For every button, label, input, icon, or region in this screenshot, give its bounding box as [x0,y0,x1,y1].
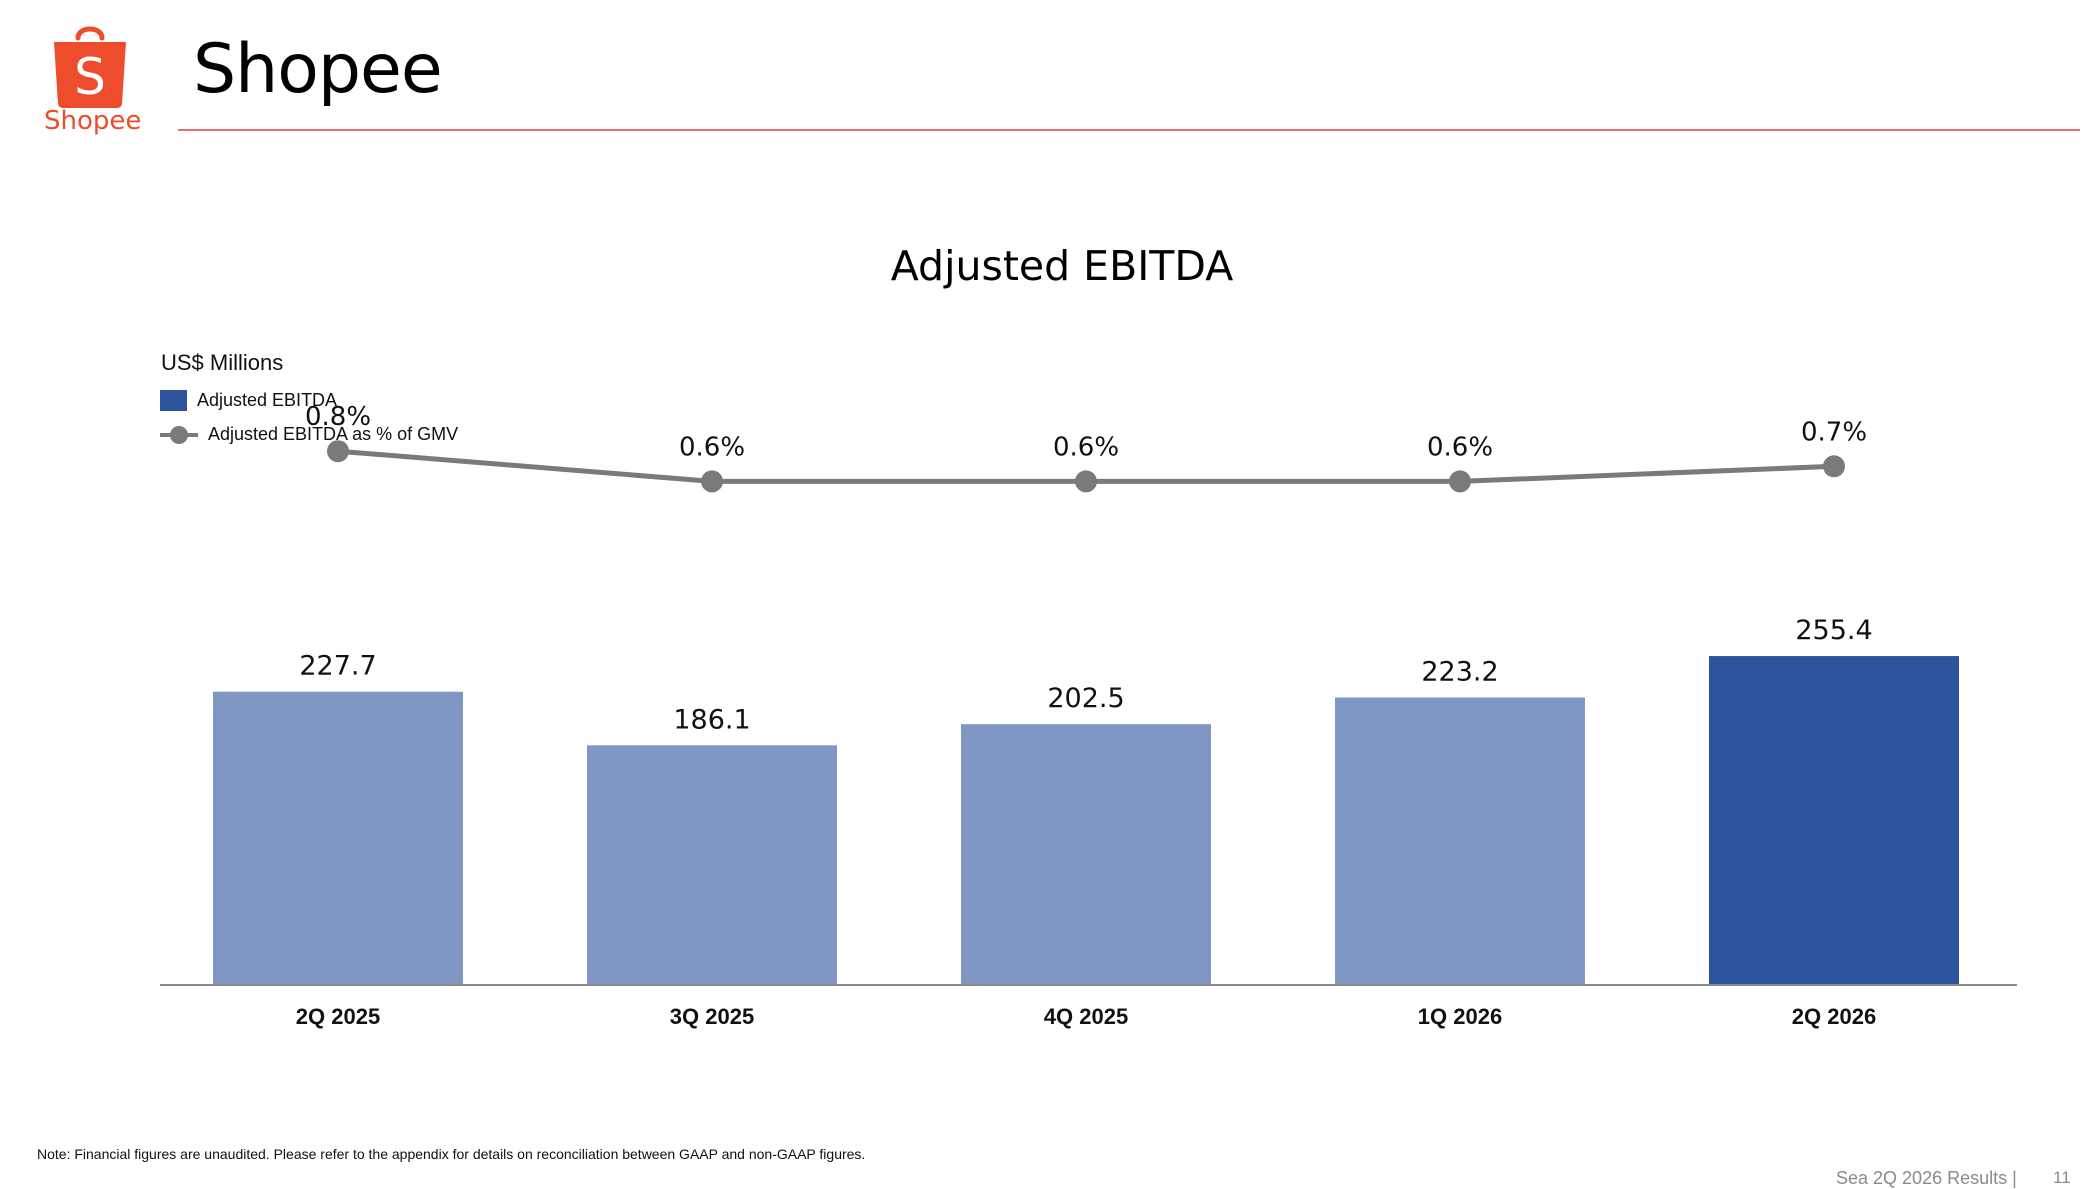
x-tick-label-4: 2Q 2026 [1792,1004,1876,1029]
footer-label: Sea 2Q 2026 Results | [1836,1168,2017,1188]
pct-label-0: 0.8% [305,402,371,432]
bar-value-label-2: 202.5 [1047,683,1124,714]
bar-value-label-0: 227.7 [299,651,376,682]
x-tick-label-1: 3Q 2025 [670,1004,754,1029]
pct-point-1 [701,470,723,493]
legend-bar-swatch [160,390,187,411]
pct-label-3: 0.6% [1427,432,1493,462]
x-tick-label-2: 4Q 2025 [1044,1004,1128,1029]
shopping-bag-icon: S [54,26,126,108]
legend-line-swatch [160,425,198,444]
logo-wordmark: Shopee [44,106,142,136]
x-tick-label-0: 2Q 2025 [296,1004,380,1029]
legend-item-bar: Adjusted EBITDA [160,390,337,411]
bar-0 [213,691,463,985]
pct-point-2 [1075,470,1097,493]
chart-area: 227.7 2Q 2025 186.1 3Q 2025 202.5 4Q 2025 223.… [160,402,2017,1029]
legend-item-line: Adjusted EBITDA as % of GMV [160,424,458,445]
footnote: Note: Financial figures are unaudited. P… [37,1146,866,1162]
chart-title: Adjusted EBITDA [890,242,1234,290]
shopee-logo: S Shopee [44,20,142,138]
legend-line-label: Adjusted EBITDA as % of GMV [208,424,459,444]
bar-1 [587,745,837,985]
pct-label-4: 0.7% [1801,417,1867,447]
bar-3 [1335,697,1585,985]
unit-label: US$ Millions [161,350,284,375]
x-tick-label-3: 1Q 2026 [1418,1004,1502,1029]
bar-4 [1709,656,1959,985]
page-number: 11 [2053,1168,2071,1187]
pct-point-3 [1449,470,1471,493]
logo-letter: S [74,48,106,106]
pct-point-0 [327,440,349,463]
pct-label-2: 0.6% [1053,432,1119,462]
bar-value-label-1: 186.1 [673,704,750,735]
header-divider [178,129,2080,131]
legend-bar-label: Adjusted EBITDA [197,390,338,410]
bar-value-label-4: 255.4 [1795,615,1872,646]
bar-value-label-3: 223.2 [1421,657,1498,688]
bar-2 [961,724,1211,985]
pct-label-1: 0.6% [679,432,745,462]
page-title: Shopee [193,30,443,109]
pct-point-4 [1823,455,1845,478]
